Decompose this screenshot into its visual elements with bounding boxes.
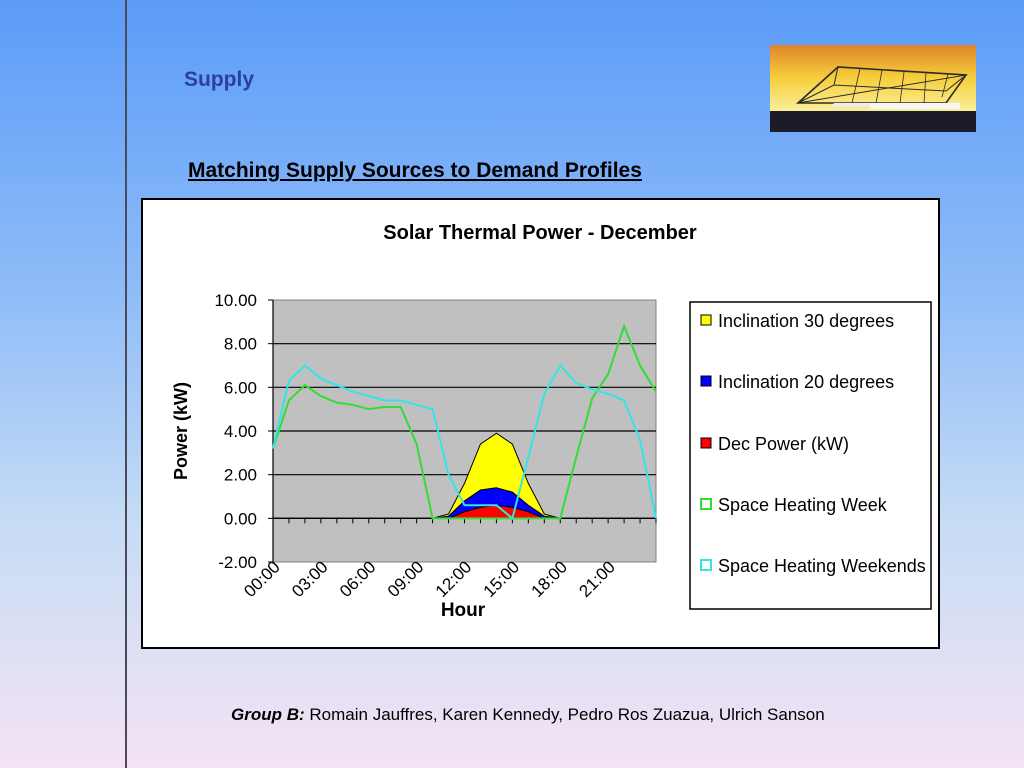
left-divider-line (125, 0, 127, 768)
legend-label: Space Heating Week (718, 495, 888, 515)
y-axis-title: Power (kW) (171, 382, 191, 480)
legend-box (689, 301, 932, 610)
legend-label: Space Heating Weekends (718, 556, 926, 576)
footer-credits: Group B: Romain Jauffres, Karen Kennedy,… (231, 705, 825, 725)
y-tick-label: -2.00 (218, 553, 257, 572)
x-tick-label: 18:00 (528, 557, 572, 601)
x-axis-title: Hour (441, 600, 486, 621)
legend-label: Inclination 30 degrees (718, 311, 894, 331)
y-tick-label: 8.00 (224, 335, 257, 354)
footer-group-label: Group B: (231, 705, 305, 724)
building-photo (770, 45, 976, 132)
x-tick-label: 03:00 (288, 557, 332, 601)
legend-label: Inclination 20 degrees (718, 372, 894, 392)
legend-label: Dec Power (kW) (718, 434, 849, 454)
y-tick-label: 10.00 (214, 291, 257, 310)
x-tick-label: 09:00 (384, 557, 428, 601)
legend-swatch (700, 559, 712, 571)
area-dec-power-kw (273, 504, 656, 519)
chart-container: Solar Thermal Power - December 10.00 8.00 6… (141, 198, 940, 649)
slide-subtitle: Matching Supply Sources to Demand Profil… (188, 159, 642, 182)
y-tick-label: 6.00 (224, 378, 257, 397)
x-tick-label: 21:00 (575, 557, 619, 601)
x-tick-label: 06:00 (336, 557, 380, 601)
footer-names: Romain Jauffres, Karen Kennedy, Pedro Ro… (309, 705, 825, 724)
x-tick-label: 12:00 (432, 557, 476, 601)
legend-swatch (700, 498, 712, 510)
legend-swatch (700, 437, 712, 449)
y-tick-label: 4.00 (224, 422, 257, 441)
x-tick-label: 15:00 (480, 557, 524, 601)
legend-swatch (700, 314, 712, 326)
legend-swatch (700, 375, 712, 387)
building-photo-image (770, 45, 976, 132)
y-tick-label: 0.00 (224, 509, 257, 528)
y-tick-label: 2.00 (224, 466, 257, 485)
solar-thermal-chart: Solar Thermal Power - December 10.00 8.00 6… (171, 222, 932, 621)
slide-title: Supply (184, 68, 255, 91)
chart-title: Solar Thermal Power - December (383, 222, 697, 244)
line-space-heating-week (272, 323, 657, 520)
line-space-heating-weekends (272, 363, 657, 521)
